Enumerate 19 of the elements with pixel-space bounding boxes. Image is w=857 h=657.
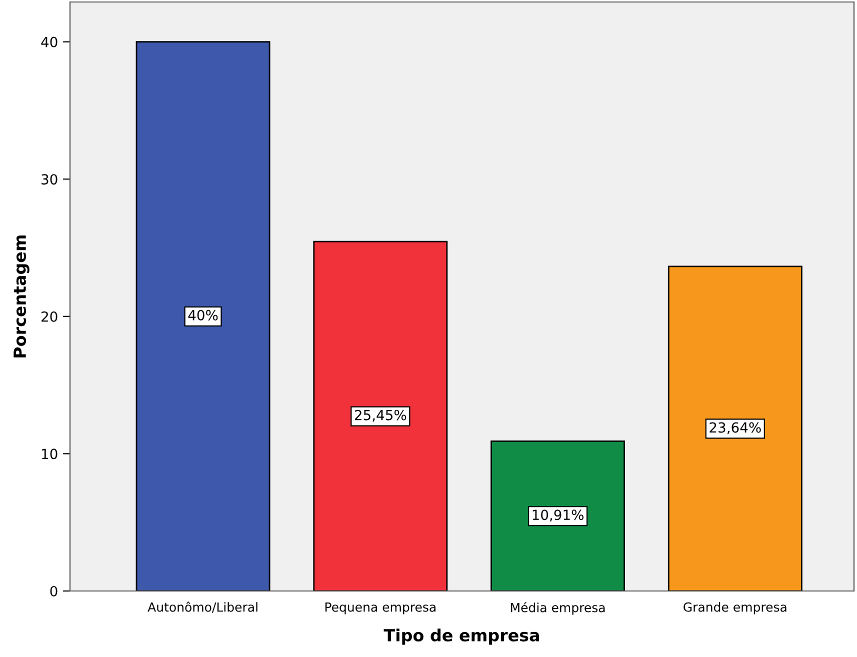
x-tick-label: Grande empresa bbox=[684, 602, 786, 614]
y-tick-label: 0 bbox=[50, 586, 58, 596]
bar bbox=[136, 41, 270, 591]
y-tick-label: 30 bbox=[42, 174, 58, 185]
y-tick-label: 10 bbox=[42, 448, 58, 460]
y-tick-label: 20 bbox=[42, 311, 58, 322]
x-tick-label: Pequena empresa bbox=[325, 602, 436, 614]
x-tick-label: Média empresa bbox=[510, 602, 605, 615]
data-label: 10,91% bbox=[532, 510, 584, 522]
data-label: 25,45% bbox=[354, 410, 406, 422]
bar bbox=[313, 240, 448, 591]
x-tick-label: Autonômo/Liberal bbox=[148, 602, 258, 613]
data-label: 40% bbox=[188, 310, 218, 320]
data-label: 23,64% bbox=[710, 422, 761, 434]
x-axis-title: Tipo de empresa bbox=[384, 628, 539, 645]
bar bbox=[490, 440, 625, 591]
y-axis-title: Porcentagem bbox=[14, 235, 30, 358]
bar bbox=[668, 266, 802, 591]
y-tick-label: 40 bbox=[41, 36, 58, 48]
